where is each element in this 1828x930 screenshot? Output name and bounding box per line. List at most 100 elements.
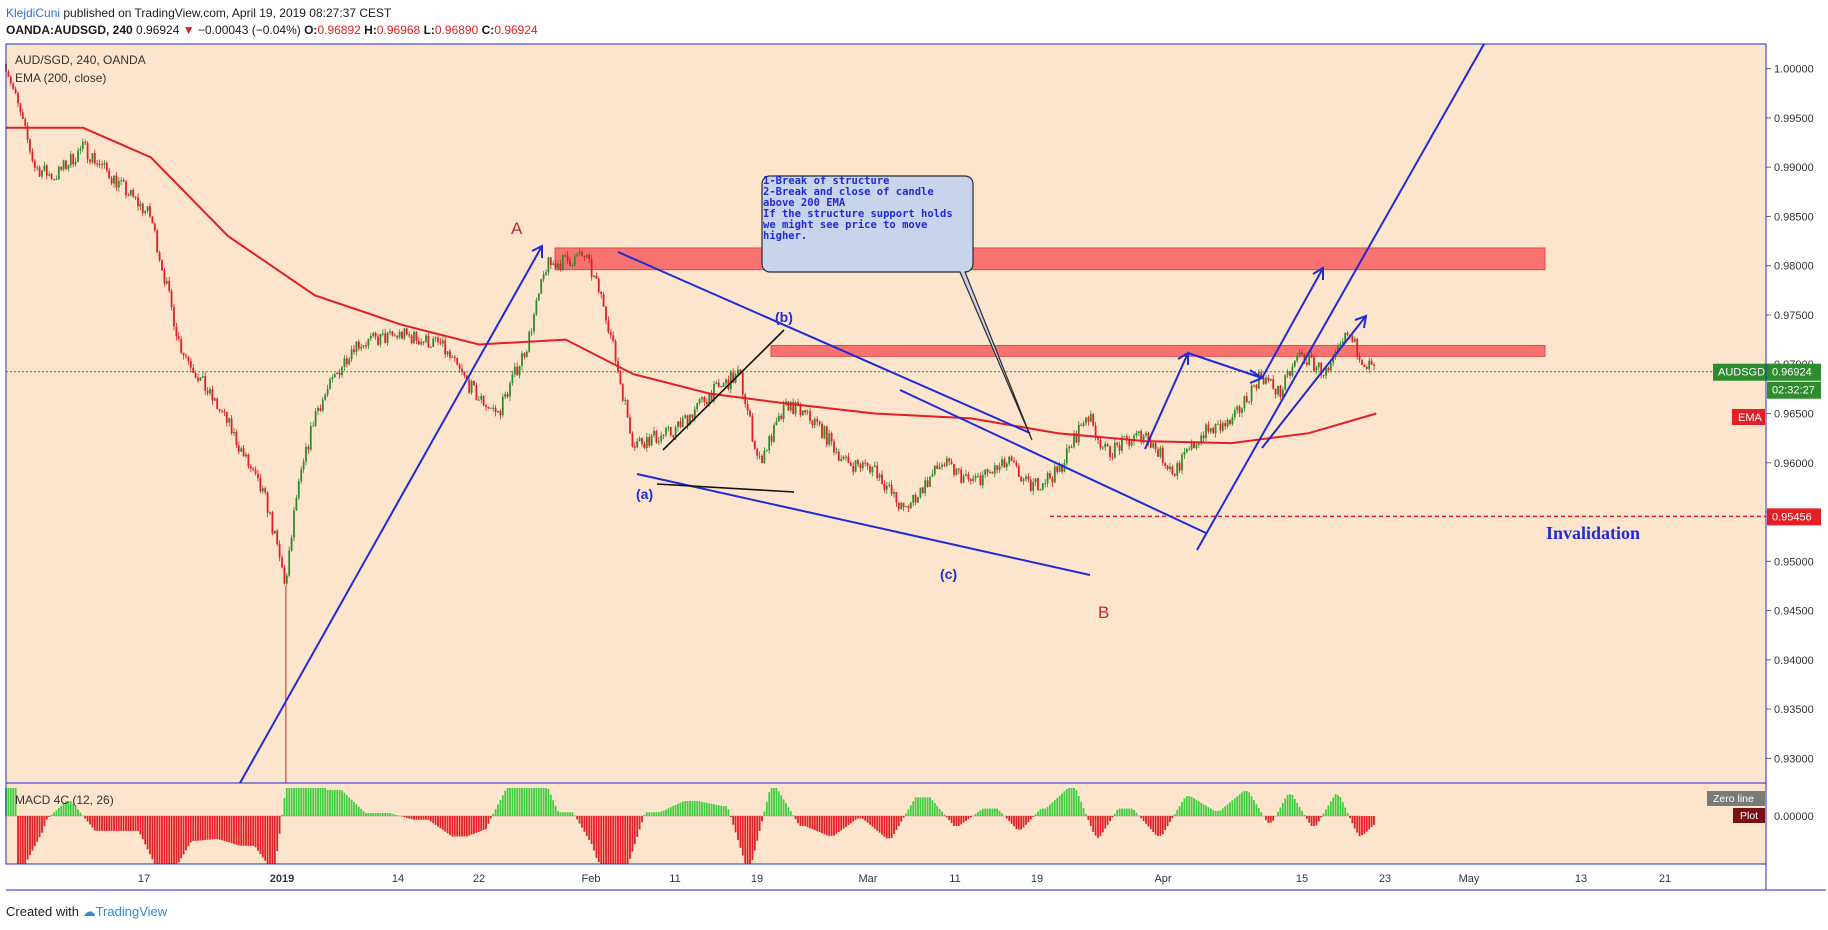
candle-body: [429, 346, 432, 348]
candle-body: [696, 403, 699, 410]
macd-bar: [665, 809, 667, 816]
time-tick-label: 19: [1031, 873, 1043, 885]
macd-bar: [1041, 808, 1044, 816]
macd-bar: [48, 816, 51, 817]
price-badge-bg: [1713, 363, 1767, 381]
macd-bar: [60, 805, 63, 816]
price-tick-label: 0.93000: [1774, 753, 1814, 765]
macd-bar: [559, 812, 562, 816]
macd-bar: [518, 788, 521, 816]
candle-body: [422, 341, 425, 343]
candle-body: [1049, 473, 1051, 479]
candle-body: [1003, 459, 1006, 468]
candle-body: [381, 333, 384, 335]
macd-bar: [1181, 802, 1183, 816]
tradingview-logo-icon[interactable]: ☁: [82, 904, 96, 919]
price-axis-bg[interactable]: [1766, 44, 1826, 864]
macd-bar: [1260, 812, 1263, 816]
time-axis-bg[interactable]: [6, 864, 1766, 890]
candle-body: [1104, 444, 1107, 448]
macd-bar: [53, 812, 55, 816]
macd-bar: [110, 816, 113, 831]
time-tick-label: 19: [751, 873, 763, 885]
publish-info: published on TradingView.com, April 19, …: [60, 6, 392, 20]
macd-bar: [1365, 816, 1368, 832]
macd-bar: [384, 813, 387, 816]
macd-bar: [873, 816, 876, 829]
candle-body: [537, 293, 540, 301]
macd-bar: [753, 816, 756, 851]
macd-bar: [441, 816, 444, 830]
macd-bar: [1029, 816, 1032, 820]
time-axis[interactable]: 17 2019 14 22 Feb 11 19 Mar 11 19 Apr 15 23 May 13 21: [138, 873, 1671, 885]
price-axis[interactable]: 1.00000 0.99500 0.99000 0.98500 0.98000 0.975…: [1766, 64, 1814, 766]
candle-body: [1310, 354, 1313, 358]
time-tick-label: 17: [138, 873, 150, 885]
macd-bar: [473, 816, 475, 834]
candle-body: [36, 167, 39, 169]
macd-bar: [691, 801, 694, 816]
macd-bar: [1327, 805, 1330, 816]
candle-body: [1116, 442, 1119, 445]
candle-body: [1320, 362, 1323, 376]
macd-bar: [50, 814, 53, 816]
macd-bar: [187, 816, 190, 847]
macd-bar: [794, 816, 797, 820]
macd-bar: [1248, 792, 1251, 816]
author-link[interactable]: KlejdiCuni: [6, 6, 61, 20]
candle-body: [1157, 449, 1159, 457]
candle-body: [1327, 367, 1330, 371]
macd-bar: [583, 816, 586, 832]
tradingview-brand[interactable]: TradingView: [95, 904, 168, 919]
candle-body: [593, 275, 595, 277]
candle-body: [1053, 466, 1056, 483]
candle-body: [1202, 435, 1205, 439]
analysis-note: 1-Break of structure 2-Break and close o…: [763, 176, 969, 272]
macd-bar: [708, 803, 711, 816]
macd-bar: [309, 788, 312, 816]
macd-bar: [981, 808, 984, 816]
macd-bar: [221, 816, 223, 841]
macd-bar: [1111, 816, 1114, 818]
macd-bar: [297, 788, 300, 816]
candle-body: [972, 478, 975, 481]
candle-body: [1303, 354, 1306, 363]
channel-lower-line: [1261, 315, 1367, 449]
candle-body: [1029, 479, 1032, 491]
macd-bar: [909, 805, 912, 816]
macd-bar: [734, 816, 737, 833]
candle-body: [449, 351, 451, 358]
candle-body: [252, 468, 255, 470]
candle-body: [631, 433, 634, 447]
macd-bar: [792, 815, 795, 816]
macd-bar: [1320, 816, 1323, 818]
price-tick-label: 0.96500: [1774, 409, 1814, 421]
candle-body: [374, 333, 377, 337]
macd-bar: [1015, 816, 1018, 829]
macd-bar: [885, 816, 888, 839]
macd-zero-tick: 0.00000: [1774, 811, 1814, 823]
candle-body: [1188, 449, 1191, 451]
candle-body: [19, 103, 22, 113]
candle-body: [1209, 427, 1212, 432]
candle-body: [1017, 465, 1020, 477]
resistance-zone: [770, 345, 1546, 357]
macd-bar: [571, 812, 574, 816]
candle-body: [230, 418, 233, 434]
macd-bar: [516, 788, 519, 816]
macd-bar: [257, 816, 259, 851]
candle-body: [703, 397, 706, 402]
candle-body: [933, 465, 936, 475]
candle-body: [557, 263, 559, 268]
macd-bar: [703, 802, 706, 816]
candle-body: [1308, 354, 1311, 365]
macd-bar: [281, 814, 283, 816]
countdown-value: 02:32:27: [1772, 385, 1815, 397]
candle-body: [881, 474, 883, 484]
candle-body: [425, 335, 427, 342]
candle-body: [264, 488, 267, 493]
candle-body: [1305, 362, 1308, 365]
macd-bar: [1037, 811, 1039, 816]
time-tick-label: 13: [1575, 873, 1587, 885]
